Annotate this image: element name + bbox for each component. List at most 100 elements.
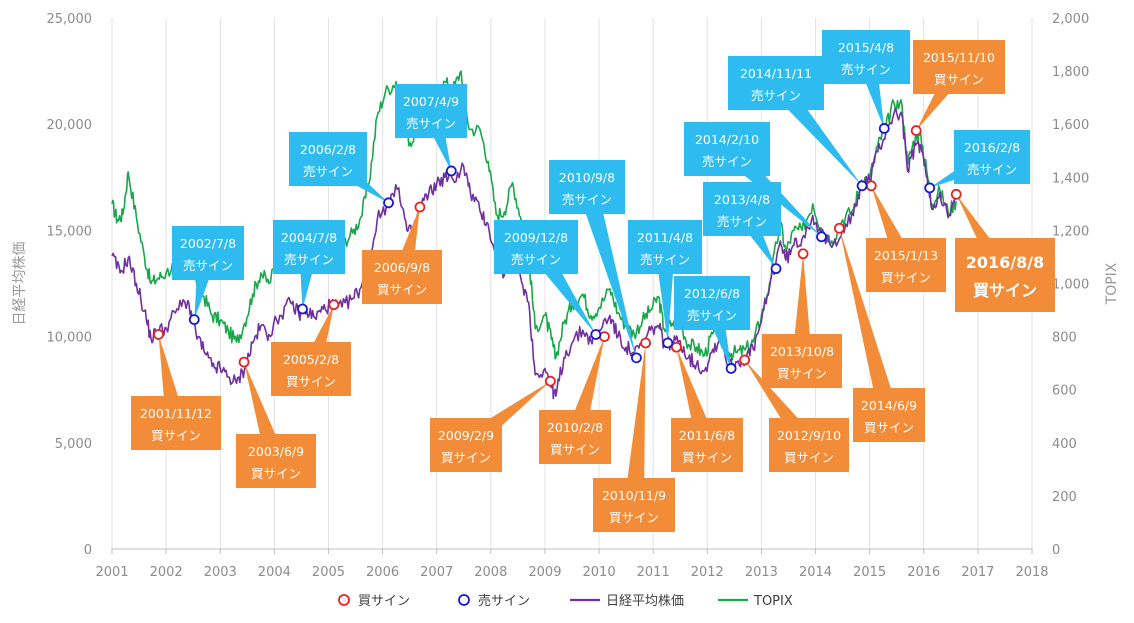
sell-signal-marker: [590, 329, 602, 340]
callout-date: 2011/6/8: [679, 428, 735, 443]
callout-label: 売サイン: [562, 192, 612, 207]
sell-callout-box: [684, 122, 770, 176]
callout-label: 買サイン: [973, 281, 1037, 300]
callout-label: 買サイン: [777, 366, 827, 381]
y-right-tick-label: 400: [1052, 437, 1077, 452]
callout-label: 売サイン: [751, 88, 801, 103]
buy-signal-marker: [739, 354, 751, 366]
callout-pointer: [839, 228, 899, 418]
x-tick-label: 2009: [528, 565, 561, 580]
buy-callout-box: [762, 334, 842, 388]
y-right-tick-label: 0: [1052, 543, 1060, 558]
callout-date: 2010/2/8: [547, 420, 603, 435]
legend-marker: [458, 594, 470, 606]
buy-callout-box: [131, 396, 221, 450]
sell-signal-marker: [297, 303, 308, 315]
y-right-tick-label: 200: [1052, 490, 1077, 505]
legend-label: 日経平均株価: [606, 594, 684, 609]
legend-label: 買サイン: [358, 594, 410, 609]
callout-date: 2001/11/12: [140, 406, 212, 421]
buy-signal-marker: [544, 375, 556, 387]
x-tick-label: 2018: [1015, 565, 1048, 580]
buy-callout-box: [362, 250, 442, 304]
y-left-tick-label: 25,000: [47, 12, 93, 27]
buy-signal-marker: [671, 341, 682, 353]
buy-callout-box: [430, 418, 502, 472]
x-tick-label: 2013: [745, 565, 778, 580]
sell-signal-marker: [383, 197, 394, 209]
callout-date: 2012/6/8: [684, 286, 740, 301]
callout-date: 2015/4/8: [838, 40, 894, 55]
x-tick-label: 2008: [474, 565, 507, 580]
callout-label: 買サイン: [286, 374, 336, 389]
callout-boxes: 2001/11/12 買サイン 2003/6/9 買サイン 2005/2/8 買サイン 20…: [131, 30, 1055, 532]
callout-date: 2011/4/8: [637, 230, 693, 245]
sell-callout-box: [172, 226, 244, 280]
y-right-tick-label: 1,000: [1052, 278, 1089, 293]
y-left-tick-label: 5,000: [55, 437, 92, 452]
callout-date: 2005/2/8: [283, 352, 339, 367]
x-tick-label: 2006: [366, 565, 399, 580]
callout-date: 2009/12/8: [504, 230, 568, 245]
x-tick-label: 2014: [799, 565, 832, 580]
buy-signal-marker: [238, 356, 250, 368]
sell-callout-box: [728, 56, 824, 110]
callout-label: 買サイン: [864, 420, 914, 435]
sell-signal-marker: [631, 352, 642, 364]
callout-label: 売サイン: [511, 252, 561, 267]
buy-signal-marker: [950, 188, 962, 200]
callout-label: 売サイン: [406, 116, 456, 131]
callout-label: 買サイン: [934, 72, 984, 87]
callout-label: 買サイン: [682, 450, 732, 465]
callout-date: 2015/11/10: [923, 50, 995, 65]
sell-callout-box: [395, 84, 467, 138]
legend-label: 売サイン: [478, 593, 530, 609]
callout-label: 買サイン: [377, 282, 427, 297]
y-right-axis-title: TOPIX: [1104, 262, 1120, 305]
sell-callout-box: [273, 220, 345, 274]
x-tick-label: 2011: [637, 565, 670, 580]
buy-signal-marker: [910, 125, 922, 136]
x-tick-label: 2003: [204, 565, 237, 580]
callout-date: 2003/6/9: [248, 444, 304, 459]
y-left-tick-label: 0: [84, 543, 92, 558]
x-tick-label: 2016: [907, 565, 940, 580]
y-right-tick-label: 2,000: [1052, 12, 1089, 27]
sell-signal-marker: [816, 231, 827, 243]
sell-callout-box: [549, 160, 625, 214]
buy-callout-box: [593, 478, 675, 532]
x-tick-label: 2010: [583, 565, 616, 580]
callout-label: 売サイン: [967, 162, 1017, 177]
topix-line: [111, 70, 957, 360]
callout-label: 売サイン: [841, 62, 891, 77]
callout-date: 2013/10/8: [770, 344, 834, 359]
buy-callout-box: [236, 434, 316, 488]
y-right-tick-label: 1,400: [1052, 171, 1089, 186]
x-tick-label: 2002: [150, 565, 183, 580]
sell-callout-box: [822, 30, 910, 84]
legend-marker: [338, 594, 350, 606]
callout-label: 売サイン: [303, 164, 353, 179]
sell-callout-box: [494, 220, 578, 274]
callout-label: 買サイン: [441, 450, 491, 465]
callout-date: 2006/9/8: [374, 260, 430, 275]
x-tick-label: 2012: [691, 565, 724, 580]
sell-callout-box: [674, 276, 750, 330]
buy-callout-box: [769, 418, 849, 472]
signal-markers: [153, 123, 962, 387]
buy-callout-box: [671, 418, 743, 472]
callout-pointer: [577, 184, 637, 358]
y-right-tick-label: 800: [1052, 331, 1077, 346]
y-right-tick-label: 600: [1052, 384, 1077, 399]
callout-label: 買サイン: [151, 428, 201, 443]
x-tick-label: 2004: [258, 565, 291, 580]
callout-date: 2014/11/11: [740, 66, 812, 81]
callout-date: 2012/9/10: [777, 428, 841, 443]
buy-signal-marker: [833, 222, 845, 234]
callout-date: 2007/4/9: [403, 94, 459, 109]
callout-date: 2015/1/13: [874, 248, 938, 263]
buy-signal-marker: [153, 329, 164, 340]
callout-label: 買サイン: [251, 466, 301, 481]
sell-signal-marker: [924, 182, 936, 194]
x-tick-label: 2001: [95, 565, 128, 580]
